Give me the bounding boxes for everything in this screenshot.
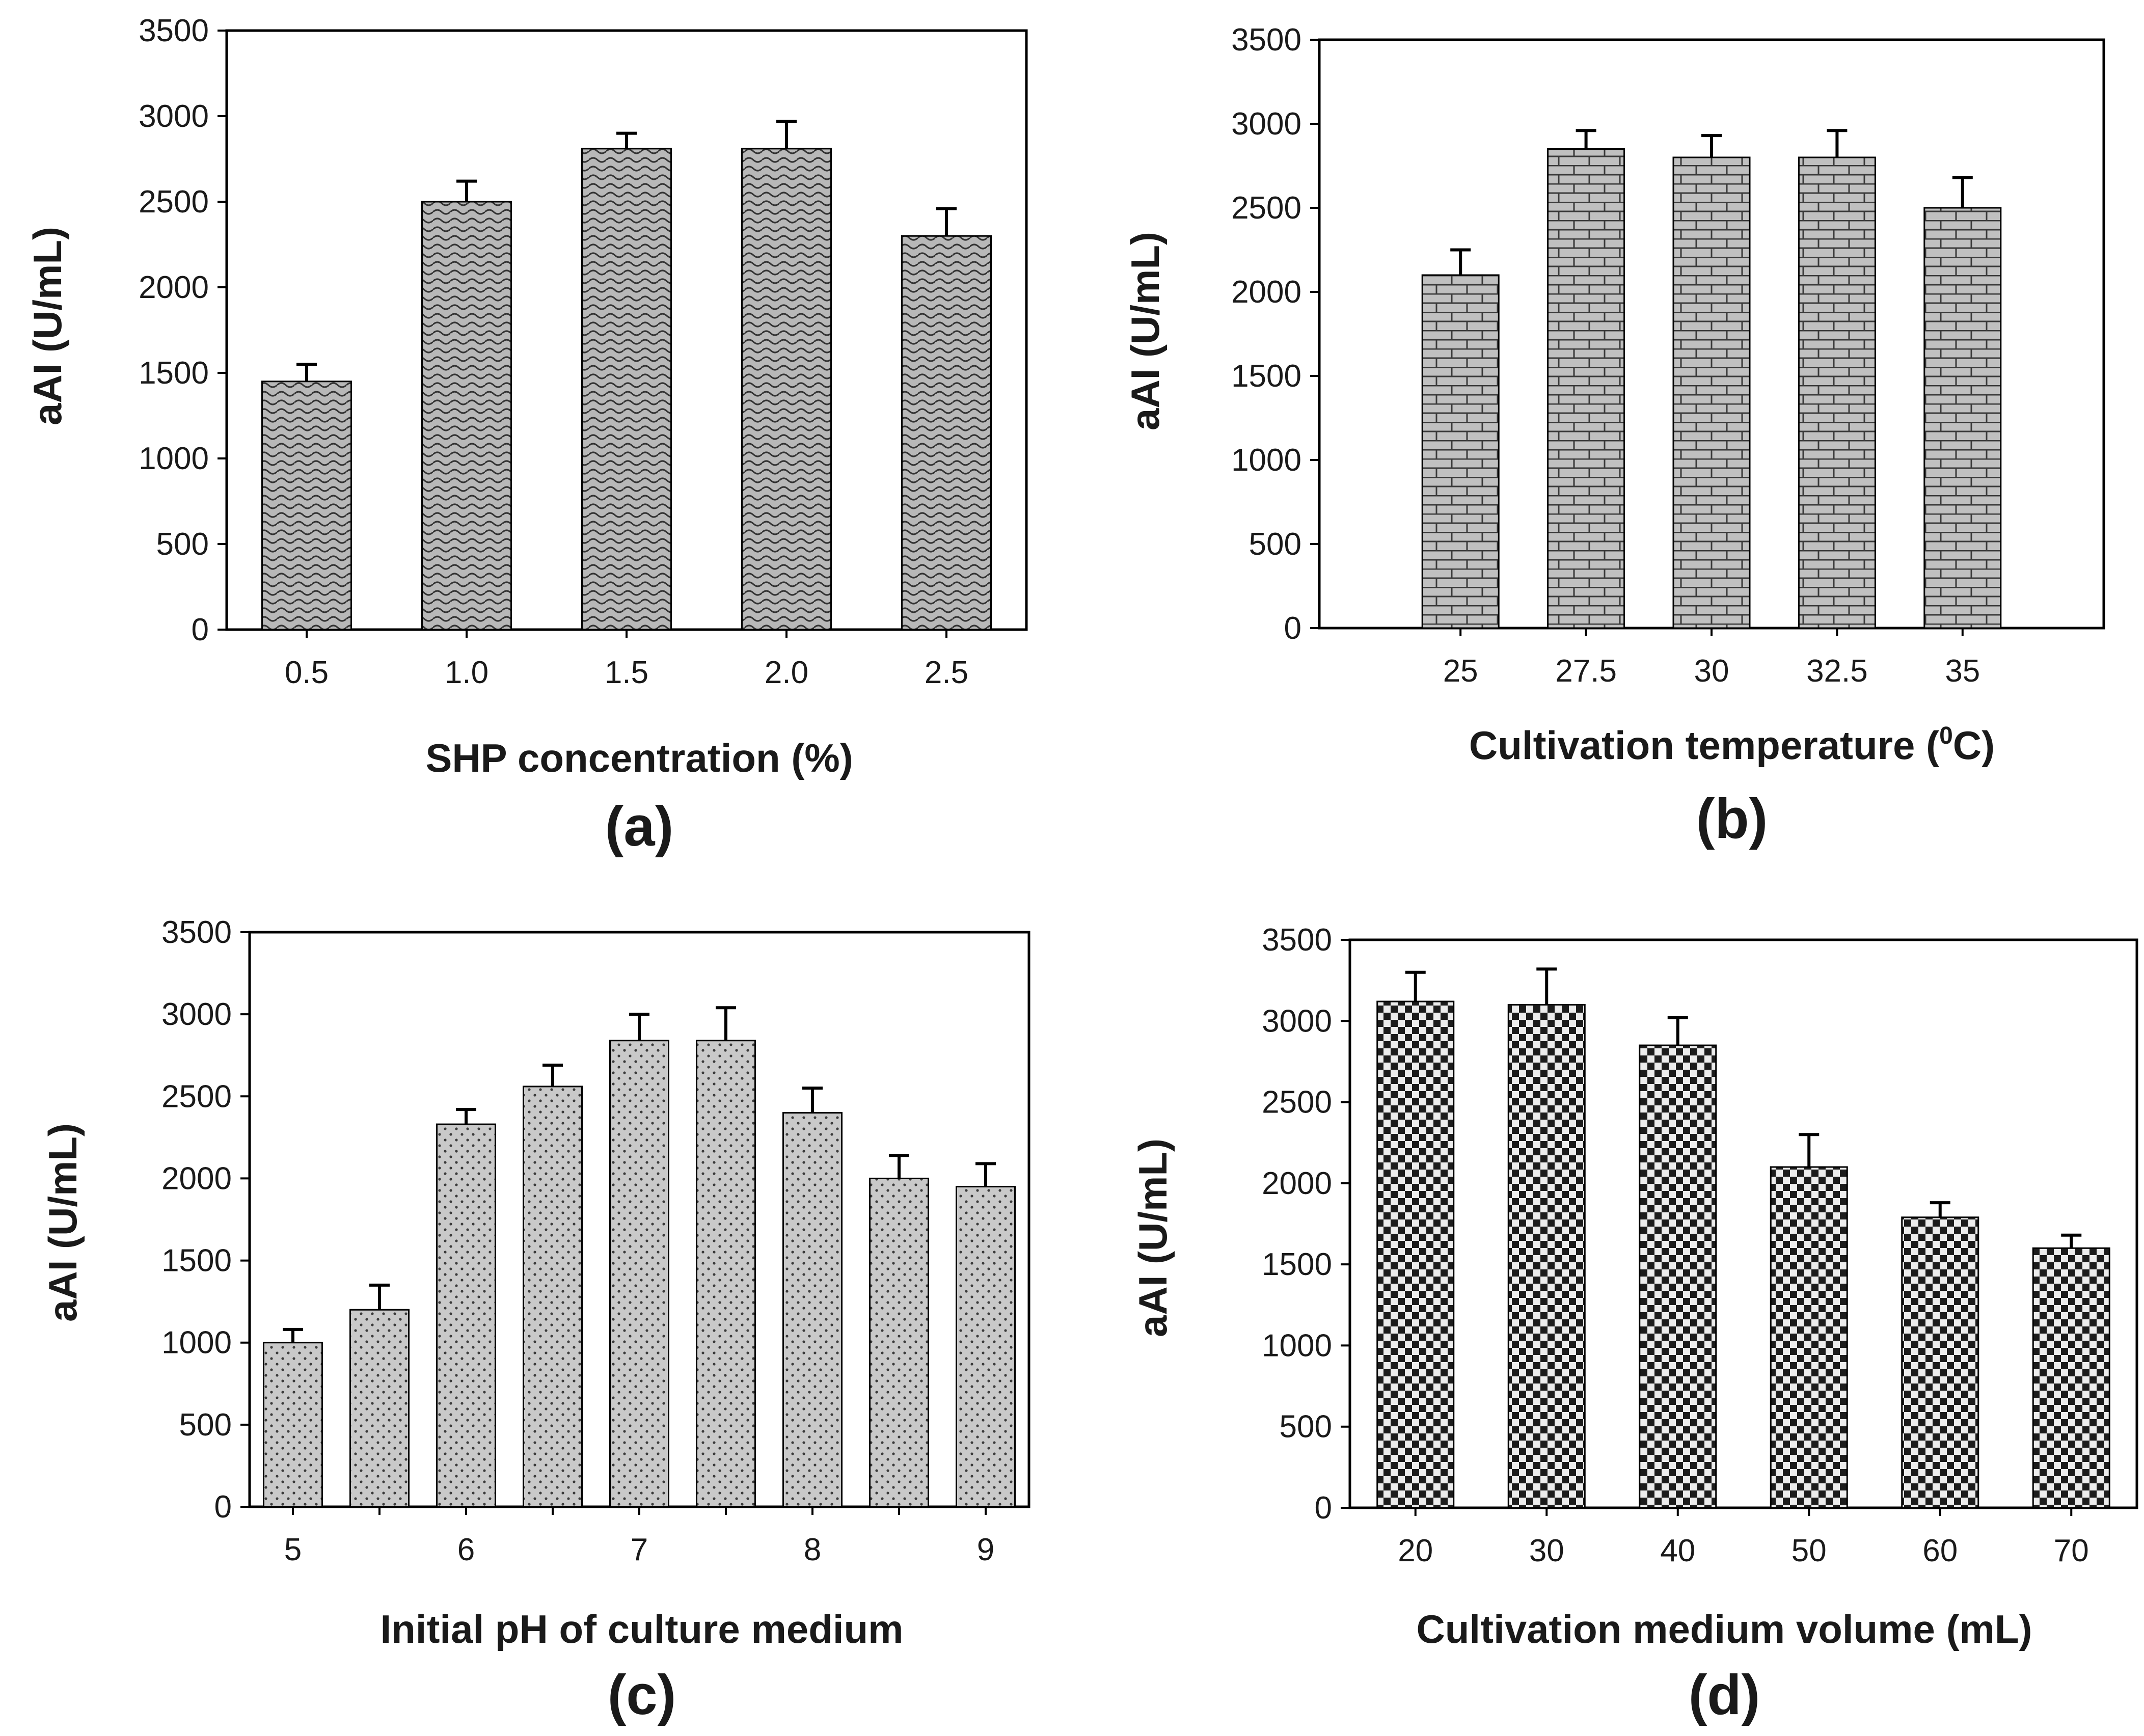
y-axis-title-c: aAI (U/mL): [40, 1123, 85, 1322]
y-tick-label-c: 500: [179, 1407, 232, 1443]
panel-label-b: (b): [1696, 788, 1768, 850]
y-axis-title-d: aAI (U/mL): [1130, 1138, 1175, 1337]
y-tick-label-c: 2500: [161, 1079, 232, 1114]
y-tick-label-a: 3500: [139, 13, 209, 48]
x-axis-title-d: Cultivation medium volume (mL): [1416, 1607, 2032, 1651]
y-axis-title-b: aAI (U/mL): [1123, 232, 1168, 430]
bar-d-30: [1507, 1003, 1586, 1509]
y-tick-label-c: 3000: [161, 997, 232, 1032]
x-tick-label-d-50: 50: [1792, 1533, 1827, 1568]
x-tick-label-b-25: 25: [1443, 654, 1478, 689]
y-tick-label-a: 1500: [139, 356, 209, 391]
x-axis-title-b-main: Cultivation temperature (: [1469, 723, 1939, 768]
x-tick-label-b-35: 35: [1945, 654, 1980, 689]
x-tick-label-c-9: 9: [977, 1532, 994, 1567]
x-tick-label-d-70: 70: [2054, 1533, 2089, 1568]
y-tick-label-c: 1000: [161, 1325, 232, 1361]
bar-a-1.5: [581, 148, 672, 631]
y-tick-label-b: 3500: [1231, 22, 1301, 58]
x-tick-label-d-40: 40: [1660, 1533, 1695, 1568]
bar-d-50: [1770, 1166, 1848, 1509]
bar-b-32.5: [1798, 156, 1876, 629]
y-tick-label-d: 1500: [1262, 1247, 1332, 1282]
y-tick-label-b: 1500: [1231, 359, 1301, 394]
x-tick-label-a-2.5: 2.5: [925, 655, 968, 690]
panel-label-c: (c): [608, 1664, 676, 1726]
bar-a-2.0: [741, 148, 832, 631]
y-tick-label-b: 2500: [1231, 191, 1301, 226]
bar-c-9: [956, 1186, 1016, 1508]
bar-a-0.5: [261, 381, 352, 631]
bar-c-7: [609, 1040, 669, 1508]
y-tick-label-d: 2000: [1262, 1166, 1332, 1201]
y-tick-label-d: 2500: [1262, 1085, 1332, 1120]
bar-c-6: [436, 1123, 496, 1508]
bar-b-30: [1672, 156, 1751, 629]
x-axis-title-b-degree: 0: [1939, 722, 1953, 749]
bar-b-27.5: [1547, 148, 1625, 629]
y-tick-label-a: 1000: [139, 441, 209, 476]
x-tick-label-d-20: 20: [1398, 1533, 1433, 1568]
bar-b-35: [1923, 207, 2002, 629]
y-tick-label-d: 1000: [1262, 1328, 1332, 1363]
chart-panel-d: aAI (U/mL) Cultivation medium volume (mL…: [1130, 923, 2138, 1726]
x-tick-label-a-1.0: 1.0: [445, 655, 488, 690]
y-tick-label-a: 2500: [139, 184, 209, 220]
x-tick-label-b-32.5: 32.5: [1806, 654, 1868, 689]
x-tick-label-a-0.5: 0.5: [285, 655, 329, 690]
y-tick-label-a: 500: [156, 527, 209, 562]
chart-panel-c: aAI (U/mL) Initial pH of culture medium …: [40, 915, 1030, 1726]
panel-label-a: (a): [605, 795, 673, 858]
x-tick-label-d-60: 60: [1922, 1533, 1958, 1568]
y-tick-label-b: 3000: [1231, 106, 1301, 142]
bar-a-1.0: [421, 201, 512, 631]
x-axis-title-a: SHP concentration (%): [425, 736, 853, 780]
y-tick-label-d: 3000: [1262, 1003, 1332, 1039]
bar-a-2.5: [901, 235, 992, 631]
x-tick-label-a-1.5: 1.5: [605, 655, 648, 690]
bar-c-7.5: [696, 1040, 756, 1508]
y-tick-label-b: 2000: [1231, 275, 1301, 310]
y-tick-label-c: 2000: [161, 1161, 232, 1196]
x-tick-label-a-2.0: 2.0: [765, 655, 808, 690]
y-tick-label-b: 1000: [1231, 443, 1301, 478]
bar-c-5: [263, 1342, 323, 1508]
y-tick-label-c: 0: [214, 1489, 232, 1525]
x-tick-label-b-27.5: 27.5: [1555, 654, 1617, 689]
y-tick-label-c: 3500: [161, 915, 232, 950]
x-axis-title-c: Initial pH of culture medium: [380, 1607, 903, 1651]
y-tick-label-d: 3500: [1262, 923, 1332, 958]
bar-c-8.5: [869, 1177, 929, 1508]
y-tick-label-a: 2000: [139, 270, 209, 305]
x-tick-label-c-6: 6: [457, 1532, 475, 1567]
panel-label-d: (d): [1689, 1664, 1760, 1726]
bar-d-70: [2032, 1247, 2110, 1509]
bar-b-25: [1421, 274, 1500, 629]
y-tick-label-a: 3000: [139, 99, 209, 134]
bar-d-40: [1639, 1044, 1717, 1509]
y-tick-label-d: 0: [1315, 1490, 1332, 1526]
bar-c-8: [782, 1112, 843, 1508]
y-tick-label-c: 1500: [161, 1243, 232, 1279]
bar-c-5.5: [349, 1309, 410, 1508]
y-tick-label-a: 0: [192, 612, 209, 647]
plot-frame-d: [1348, 938, 2138, 1509]
bar-d-20: [1376, 1000, 1455, 1509]
y-tick-label-b: 500: [1249, 527, 1301, 562]
bar-d-60: [1901, 1216, 1979, 1509]
x-axis-title-b-unit: C): [1953, 723, 1995, 768]
x-tick-label-c-7: 7: [631, 1532, 648, 1567]
x-tick-label-b-30: 30: [1694, 654, 1729, 689]
chart-panel-a: aAI (U/mL) SHP concentration (%) (a) 0 50…: [25, 13, 1028, 858]
x-tick-label-c-8: 8: [804, 1532, 821, 1567]
x-axis-title-b: Cultivation temperature (0C): [1469, 722, 1995, 768]
bar-c-6.5: [523, 1086, 583, 1508]
x-tick-label-d-30: 30: [1529, 1533, 1564, 1568]
y-axis-title-a: aAI (U/mL): [25, 227, 70, 425]
y-tick-label-d: 500: [1280, 1409, 1332, 1445]
chart-panel-b: aAI (U/mL) Cultivation temperature (0C) …: [1123, 22, 2105, 850]
y-tick-label-b: 0: [1284, 611, 1301, 646]
x-tick-label-c-5: 5: [284, 1532, 302, 1567]
